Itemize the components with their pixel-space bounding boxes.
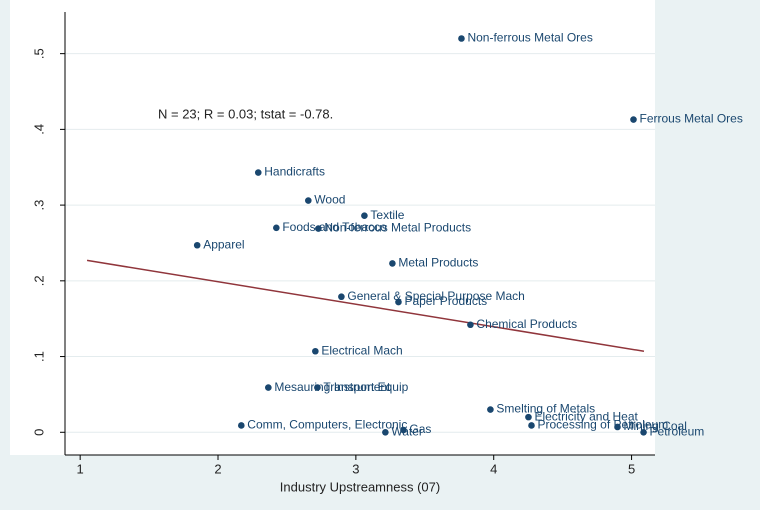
annotation: N = 23; R = 0.03; tstat = -0.78. [158,106,333,121]
point [395,298,402,306]
x-tick-label: 2 [214,461,221,476]
point-label: Mining Coal [624,419,687,433]
y-tick-label: .2 [31,275,46,286]
point-label: Foods and Tobacco [282,220,387,234]
point-label: Electricity and Heat [534,409,638,423]
point-label: Metal Products [398,256,478,270]
point-label: Mesauring Instrument [274,380,391,394]
point-label: Processing of Petroleum [537,418,668,432]
x-tick-label: 3 [352,461,359,476]
point-label: Smelting of Metals [496,402,595,416]
point-label: Textile [370,208,404,222]
point-label: Transport Equip [323,380,408,394]
point [487,406,494,413]
point-label: Water [391,424,423,438]
point [238,422,245,429]
point [361,212,368,220]
point-label: Chemical Products [476,317,577,331]
point [315,225,322,232]
point [338,293,345,301]
point [273,224,280,232]
x-tick-label: 4 [490,461,497,476]
point-label: Apparel [203,237,244,251]
point-label: Non-ferrous Metal Products [324,221,471,235]
fit-line [86,259,645,352]
point-label: Non-ferrous Metal Ores [467,31,592,45]
plot-region [10,0,655,455]
point-label: Electrical Mach [321,343,402,357]
x-axis-title: Industry Upstreamness (07) [280,479,440,494]
point [458,35,465,42]
point-label: Handicrafts [264,165,325,179]
point [525,413,532,421]
y-tick-label: .5 [31,48,46,59]
point [305,197,312,204]
x-tick-label: 5 [628,461,635,476]
point [630,116,637,123]
x-tick-label: 1 [77,461,84,476]
point-label: Ferrous Metal Ores [639,112,742,126]
point [400,426,407,434]
y-tick-label: 0 [31,429,46,436]
point [614,423,621,431]
point-label: Gas [409,422,431,436]
point [265,384,272,391]
y-tick-label: .4 [31,124,46,135]
y-tick-label: .3 [31,200,46,211]
point-label: Paper Products [404,294,487,308]
point [382,428,389,436]
point [312,347,319,355]
point-label: Wood [314,193,345,207]
point [314,384,321,391]
point [467,321,474,329]
point-label: General & Special Purpose Mach [347,289,524,303]
point [528,422,535,429]
point [193,241,201,249]
point-label: Petroleum [650,424,705,438]
y-tick-label: .1 [31,351,46,362]
point-label: Comm, Computers, Electronic [247,418,407,432]
point [254,169,262,176]
point [640,428,647,436]
point [389,260,396,267]
